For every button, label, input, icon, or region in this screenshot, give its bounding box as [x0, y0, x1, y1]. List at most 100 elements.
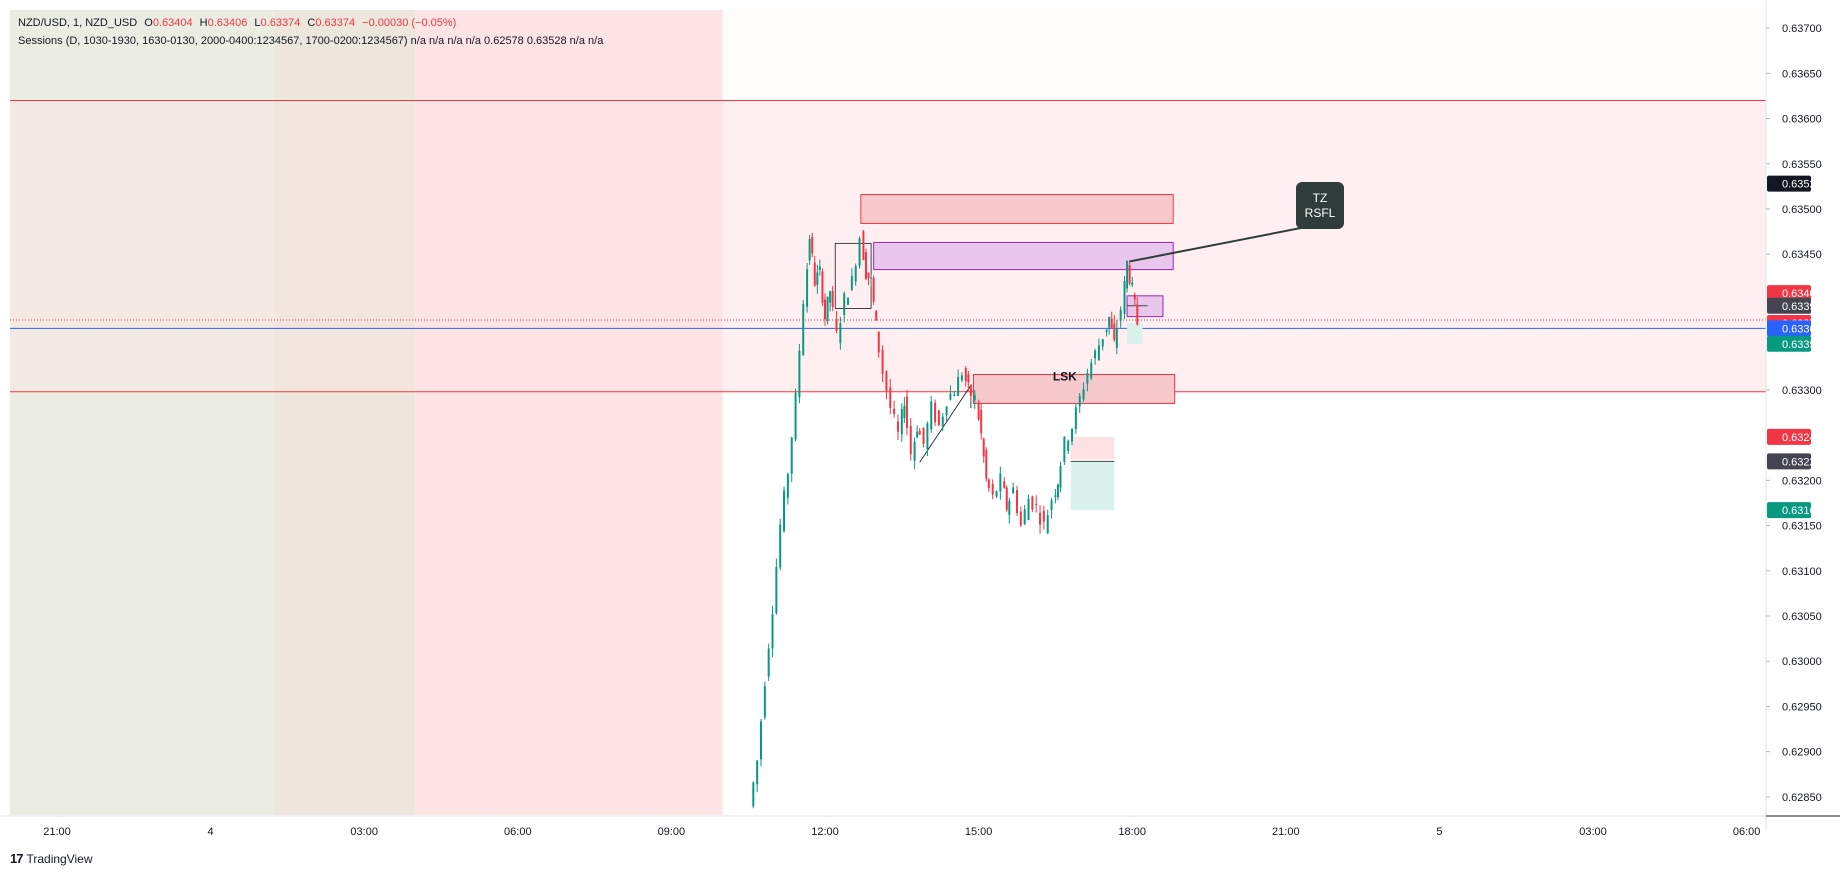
symbol-title[interactable]: NZD/USD, 1, NZD_USD [18, 17, 138, 29]
candle-body [1056, 484, 1059, 498]
candle-body [1008, 500, 1011, 515]
candle-body [1050, 500, 1053, 510]
candle-body [1113, 323, 1116, 340]
demand-zone-red[interactable] [972, 374, 1176, 404]
x-tick-label[interactable]: 06:00 [1733, 826, 1761, 838]
y-tick-label[interactable]: 0.62900 [1782, 747, 1822, 759]
y-tick-label[interactable]: 0.63600 [1782, 114, 1822, 126]
candle-body [941, 416, 944, 427]
candle-body [1078, 396, 1081, 407]
x-tick-label[interactable]: 06:00 [504, 826, 532, 838]
x-tick-label[interactable]: 21:00 [43, 826, 71, 838]
supply-zone-purple[interactable] [873, 241, 1174, 271]
y-tick-label[interactable]: 0.62850 [1782, 792, 1822, 804]
candle-body [903, 405, 906, 418]
y-tick-label[interactable]: 0.63550 [1782, 159, 1822, 171]
candle-body [1046, 515, 1049, 534]
candle-body [1128, 265, 1131, 284]
callout-pointer [1129, 226, 1307, 263]
candle-body [818, 266, 821, 270]
candle-body [964, 368, 967, 381]
candle-body [1090, 362, 1093, 379]
candle-body [1105, 329, 1108, 332]
y-tick-label[interactable]: 0.63500 [1782, 204, 1822, 216]
y-tick-label[interactable]: 0.63700 [1782, 23, 1822, 35]
y-tick-label[interactable]: 0.63000 [1782, 656, 1822, 668]
bg-below-range [722, 391, 1766, 815]
candle-body [786, 474, 789, 498]
price-label-bg [1767, 320, 1811, 337]
candle-body [1115, 328, 1118, 348]
candle-body [905, 396, 908, 428]
price-label: 0.63248 [1782, 432, 1822, 444]
x-tick-label[interactable]: 5 [1436, 826, 1442, 838]
x-tick-label[interactable]: 21:00 [1272, 826, 1300, 838]
candle-body [1031, 496, 1034, 510]
y-tick-label[interactable]: 0.63650 [1782, 68, 1822, 80]
position-target-box[interactable] [1070, 461, 1115, 511]
candle-body [1035, 504, 1038, 506]
candle-body [1071, 428, 1074, 442]
price-label-bg [1767, 297, 1811, 314]
candle-body [831, 291, 834, 307]
price-label: 0.63393 [1782, 301, 1822, 313]
candle-body [1023, 509, 1026, 525]
change-value: −0.00030 (−0.05%) [362, 17, 457, 29]
x-tick-label[interactable]: 15:00 [965, 826, 993, 838]
candle-body [829, 291, 832, 303]
x-tick-label[interactable]: 03:00 [350, 826, 378, 838]
candle-body [980, 410, 983, 434]
candle-body [811, 237, 814, 254]
x-tick-label[interactable]: 03:00 [1579, 826, 1607, 838]
candle-body [896, 421, 899, 432]
candle-body [1082, 389, 1085, 400]
candle-body [930, 401, 933, 430]
tradingview-logo[interactable]: 17 TradingView [10, 851, 93, 866]
sessions-indicator[interactable]: Sessions (D, 1030-1930, 1630-0130, 2000-… [18, 34, 607, 48]
y-tick-label[interactable]: 0.63300 [1782, 385, 1822, 397]
candle-body [900, 409, 903, 435]
candle-body [826, 296, 829, 322]
callout-box[interactable] [1296, 182, 1344, 229]
x-tick-label[interactable]: 18:00 [1118, 826, 1146, 838]
x-tick-label[interactable]: 4 [208, 826, 214, 838]
candle-body [798, 350, 801, 398]
price-label-bg [1767, 285, 1811, 302]
candle-body [960, 375, 963, 381]
candle-body [913, 441, 916, 461]
y-tick-label[interactable]: 0.63100 [1782, 566, 1822, 578]
candle-body [1042, 510, 1045, 522]
candle-body [1016, 489, 1018, 514]
candle-body [824, 299, 826, 320]
candle-body [889, 387, 892, 408]
candle-body [760, 721, 762, 760]
small-target-box[interactable] [1127, 322, 1143, 344]
y-tick-label[interactable]: 0.62950 [1782, 701, 1822, 713]
supply-zone-top[interactable] [860, 194, 1174, 224]
candle-body [967, 374, 970, 383]
lsk-label[interactable]: LSK [1053, 369, 1077, 383]
symbol-header: NZD/USD, 1, NZD_USD O0.63404 H0.63406 L0… [18, 16, 460, 30]
price-label: 0.63368 [1782, 323, 1822, 335]
candle-body [839, 323, 842, 344]
candle-body [1005, 487, 1008, 511]
price-label-bg [1767, 428, 1811, 445]
candle-body [1067, 440, 1070, 451]
price-label: 0.63407 [1782, 288, 1822, 300]
candle-body [926, 423, 929, 450]
x-tick-label[interactable]: 12:00 [811, 826, 839, 838]
y-tick-label[interactable]: 0.63450 [1782, 249, 1822, 261]
candle-body [937, 410, 940, 425]
open-value: 0.63404 [152, 17, 193, 29]
y-tick-label[interactable]: 0.63050 [1782, 611, 1822, 623]
y-tick-label[interactable]: 0.63200 [1782, 475, 1822, 487]
candle-body [881, 350, 884, 374]
candle-body [843, 293, 846, 315]
candle-body [847, 297, 850, 305]
position-risk-box[interactable] [1070, 436, 1115, 460]
y-tick-label[interactable]: 0.63150 [1782, 521, 1822, 533]
high-label: H [199, 17, 208, 29]
x-tick-label[interactable]: 09:00 [658, 826, 686, 838]
price-label: 0.63221 [1782, 456, 1822, 468]
